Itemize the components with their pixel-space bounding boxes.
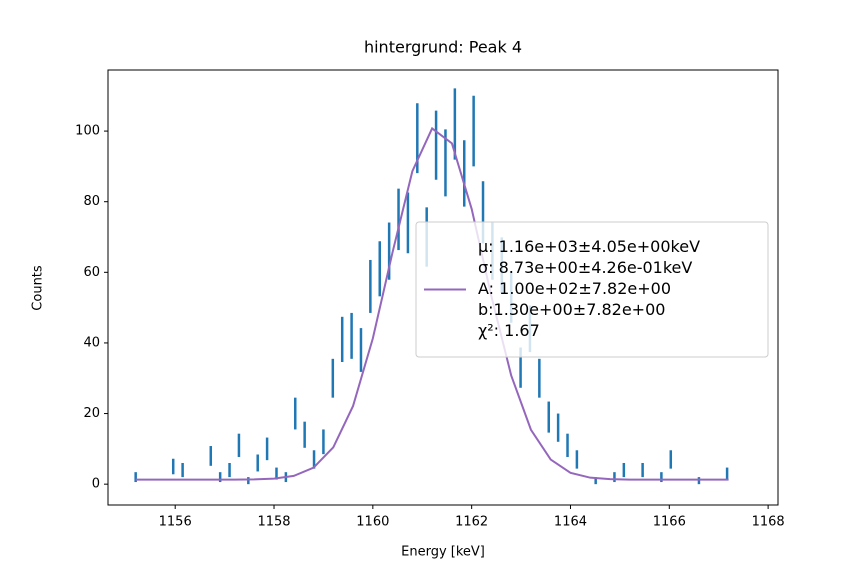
fit-line [135,126,729,481]
y-tick-label: 80 [83,194,100,209]
x-tick-label: 1162 [455,515,488,530]
y-tick-label: 40 [83,335,100,350]
y-tick-label: 60 [83,265,100,280]
legend-label: χ²: 1.67 [478,321,540,340]
y-tick-label: 0 [92,477,100,492]
chart-title: hintergrund: Peak 4 [364,38,522,57]
x-tick-label: 1166 [653,515,686,530]
x-axis-label: Energy [keV] [401,545,485,560]
legend-label: σ: 8.73e+00±4.26e-01keV [478,258,692,277]
legend-label: b:1.30e+00±7.82e+00 [478,300,665,319]
y-tick-label: 20 [83,406,100,421]
x-tick-label: 1164 [554,515,587,530]
x-tick-label: 1156 [159,515,192,530]
x-tick-label: 1158 [257,515,290,530]
legend-box [415,221,769,358]
plot-frame [107,69,779,506]
x-tick-label: 1168 [752,515,785,530]
x-tick-label: 1160 [356,515,389,530]
y-axis-label: Counts [31,265,46,311]
legend-label: μ: 1.16e+03±4.05e+00keV [478,237,700,256]
y-tick-label: 100 [75,124,100,139]
legend-label: A: 1.00e+02±7.82e+00 [478,279,671,298]
